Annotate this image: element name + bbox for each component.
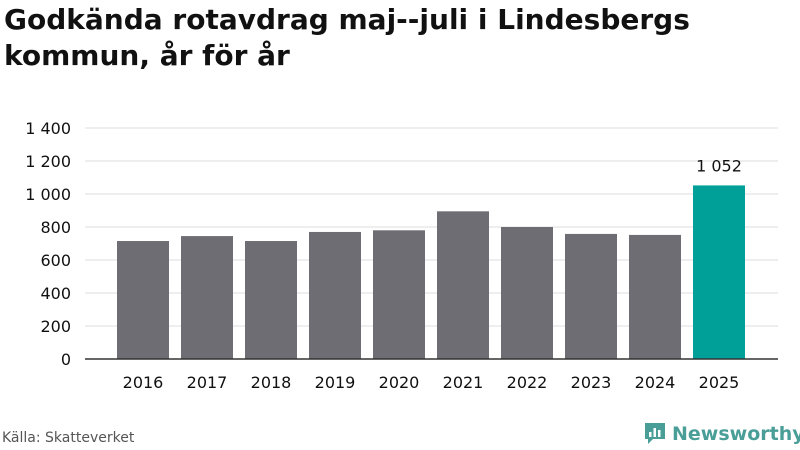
data-labels: 1 052 [696,156,742,175]
x-tick-label: 2019 [315,373,356,392]
x-tick-label: 2016 [123,373,164,392]
y-tick-label: 200 [40,317,71,336]
y-tick-label: 0 [61,350,71,369]
y-axis-tick-labels: 0 200 400 600 800 1 000 1 200 1 400 [25,119,71,369]
bar-2016 [117,241,169,359]
y-tick-label: 400 [40,284,71,303]
x-tick-label: 2022 [507,373,548,392]
bar-2024 [629,234,681,359]
brand-logo: Newsworthy [644,420,800,448]
x-tick-label: 2025 [699,373,740,392]
x-axis-tick-labels: 2016 2017 2018 2019 2020 2021 2022 2023 2024 2025 [123,373,740,392]
y-tick-label: 800 [40,218,71,237]
bar-2023 [565,233,617,359]
bar-2019 [309,231,361,359]
bar-2025 [693,185,745,359]
y-tick-label: 1 000 [25,185,71,204]
bar-2017 [181,236,233,359]
chart-title: Godkända rotavdrag maj--juli i Lindesber… [4,3,690,72]
x-tick-label: 2024 [635,373,676,392]
y-tick-label: 600 [40,251,71,270]
x-tick-label: 2023 [571,373,612,392]
data-label: 1 052 [696,156,742,175]
y-tick-label: 1 200 [25,152,71,171]
bar-2021 [437,211,489,359]
x-tick-label: 2018 [251,373,292,392]
x-tick-label: 2017 [187,373,228,392]
bars [117,185,745,359]
bar-2018 [245,241,297,359]
brand-name: Newsworthy [672,423,800,445]
x-tick-label: 2021 [443,373,484,392]
newsworthy-logo-icon [645,423,665,444]
bar-2020 [373,230,425,359]
source-note: Källa: Skatteverket [2,430,135,446]
x-tick-label: 2020 [379,373,420,392]
bar-2022 [501,227,553,359]
y-tick-label: 1 400 [25,119,71,138]
